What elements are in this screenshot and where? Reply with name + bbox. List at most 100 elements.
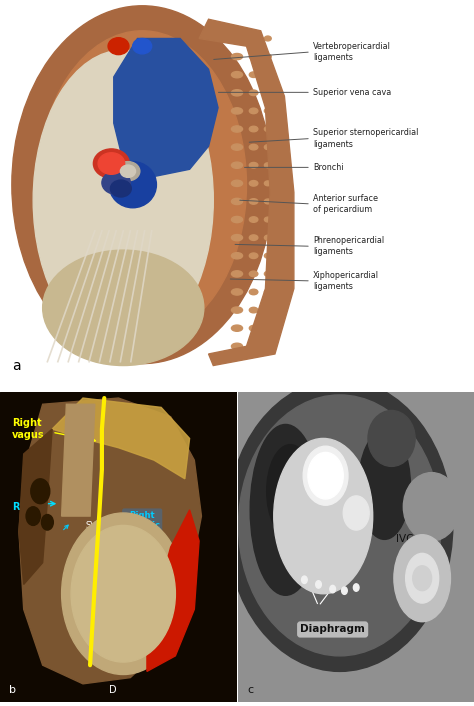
Ellipse shape bbox=[71, 525, 175, 662]
Ellipse shape bbox=[231, 325, 243, 331]
Circle shape bbox=[26, 507, 40, 525]
Ellipse shape bbox=[249, 36, 258, 41]
Circle shape bbox=[110, 180, 131, 197]
Circle shape bbox=[120, 165, 136, 177]
Ellipse shape bbox=[264, 344, 271, 349]
Ellipse shape bbox=[264, 54, 271, 59]
Ellipse shape bbox=[264, 90, 271, 95]
Ellipse shape bbox=[109, 162, 156, 208]
Ellipse shape bbox=[358, 431, 410, 539]
Circle shape bbox=[343, 496, 369, 530]
Circle shape bbox=[316, 581, 321, 588]
Ellipse shape bbox=[264, 72, 271, 77]
Circle shape bbox=[42, 515, 53, 530]
Ellipse shape bbox=[249, 144, 258, 150]
Text: Xiphopericardial
ligaments: Xiphopericardial ligaments bbox=[313, 271, 379, 291]
Ellipse shape bbox=[62, 513, 185, 674]
Text: a: a bbox=[12, 359, 20, 373]
Ellipse shape bbox=[231, 108, 243, 114]
Ellipse shape bbox=[403, 472, 460, 541]
Ellipse shape bbox=[231, 71, 243, 78]
Polygon shape bbox=[114, 38, 218, 177]
Polygon shape bbox=[19, 429, 52, 585]
Ellipse shape bbox=[12, 6, 273, 364]
Text: Bronchi: Bronchi bbox=[313, 163, 343, 172]
Ellipse shape bbox=[406, 554, 438, 603]
Ellipse shape bbox=[249, 325, 258, 331]
Ellipse shape bbox=[231, 217, 243, 222]
Ellipse shape bbox=[231, 307, 243, 313]
Ellipse shape bbox=[227, 379, 453, 671]
Ellipse shape bbox=[394, 534, 450, 622]
Ellipse shape bbox=[264, 145, 271, 150]
Ellipse shape bbox=[231, 180, 243, 186]
Polygon shape bbox=[62, 405, 95, 516]
Ellipse shape bbox=[264, 253, 271, 258]
Ellipse shape bbox=[249, 126, 258, 132]
Ellipse shape bbox=[231, 343, 243, 349]
Ellipse shape bbox=[264, 163, 271, 167]
Ellipse shape bbox=[33, 50, 213, 350]
Ellipse shape bbox=[38, 31, 246, 339]
Circle shape bbox=[108, 37, 129, 54]
Ellipse shape bbox=[274, 438, 373, 594]
Ellipse shape bbox=[249, 72, 258, 78]
Ellipse shape bbox=[231, 289, 243, 295]
Ellipse shape bbox=[43, 250, 204, 366]
Ellipse shape bbox=[264, 199, 271, 204]
Text: IVC: IVC bbox=[396, 534, 414, 544]
Ellipse shape bbox=[264, 126, 271, 131]
Ellipse shape bbox=[249, 54, 258, 59]
Ellipse shape bbox=[249, 235, 258, 241]
Text: SVC: SVC bbox=[85, 521, 102, 530]
Ellipse shape bbox=[250, 424, 321, 595]
Ellipse shape bbox=[249, 90, 258, 95]
Ellipse shape bbox=[264, 271, 271, 276]
Ellipse shape bbox=[249, 162, 258, 168]
Circle shape bbox=[31, 479, 50, 503]
Polygon shape bbox=[199, 19, 294, 366]
Ellipse shape bbox=[264, 308, 271, 313]
Ellipse shape bbox=[264, 235, 271, 240]
Text: Right
vagus: Right vagus bbox=[12, 419, 45, 440]
Circle shape bbox=[330, 585, 336, 593]
Ellipse shape bbox=[249, 181, 258, 186]
Ellipse shape bbox=[249, 217, 258, 222]
Ellipse shape bbox=[249, 108, 258, 114]
Circle shape bbox=[301, 576, 307, 583]
Text: Superior sternopericardial
ligaments: Superior sternopericardial ligaments bbox=[313, 128, 418, 148]
Ellipse shape bbox=[264, 217, 271, 222]
Text: Superior vena cava: Superior vena cava bbox=[313, 88, 391, 97]
Ellipse shape bbox=[231, 54, 243, 60]
Text: Vertebropericardial
ligaments: Vertebropericardial ligaments bbox=[313, 42, 391, 62]
Ellipse shape bbox=[231, 35, 243, 42]
Polygon shape bbox=[147, 510, 199, 671]
Ellipse shape bbox=[264, 181, 271, 186]
Ellipse shape bbox=[249, 271, 258, 277]
Ellipse shape bbox=[231, 198, 243, 205]
Ellipse shape bbox=[249, 198, 258, 204]
Polygon shape bbox=[52, 398, 190, 479]
Ellipse shape bbox=[231, 270, 243, 277]
Circle shape bbox=[303, 446, 348, 505]
Ellipse shape bbox=[264, 325, 271, 330]
Ellipse shape bbox=[249, 307, 258, 313]
Circle shape bbox=[354, 584, 359, 591]
Text: D: D bbox=[109, 685, 117, 695]
Ellipse shape bbox=[231, 90, 243, 96]
Ellipse shape bbox=[249, 289, 258, 294]
Text: RSPV: RSPV bbox=[12, 502, 41, 512]
Circle shape bbox=[342, 587, 347, 594]
Circle shape bbox=[308, 453, 343, 499]
Ellipse shape bbox=[249, 253, 258, 258]
Ellipse shape bbox=[238, 395, 441, 656]
Text: Phrenopericardial
ligaments: Phrenopericardial ligaments bbox=[313, 237, 384, 256]
Text: Right
phrenic
nerve: Right phrenic nerve bbox=[124, 510, 160, 540]
Ellipse shape bbox=[231, 253, 243, 259]
Ellipse shape bbox=[231, 162, 243, 168]
Ellipse shape bbox=[231, 144, 243, 150]
Ellipse shape bbox=[264, 109, 271, 114]
Ellipse shape bbox=[264, 289, 271, 294]
Text: Anterior surface
of pericardium: Anterior surface of pericardium bbox=[313, 194, 378, 214]
Ellipse shape bbox=[264, 36, 271, 41]
